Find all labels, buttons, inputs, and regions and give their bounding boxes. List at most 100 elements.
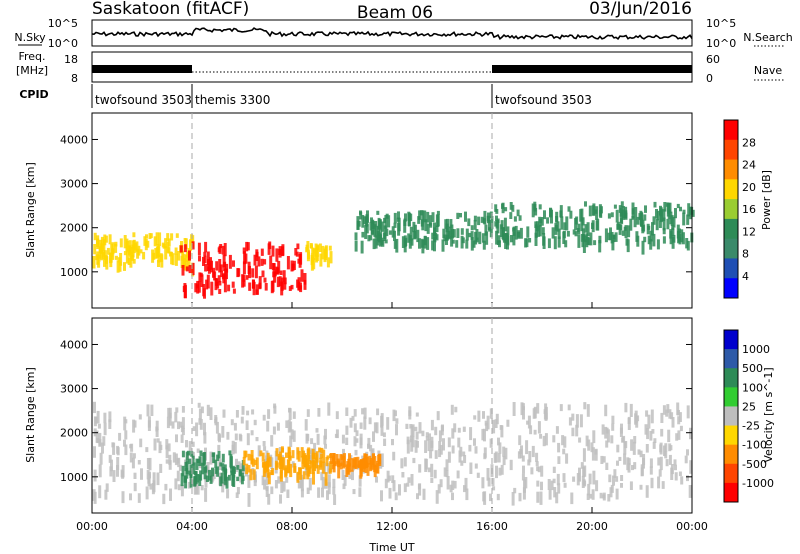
scatter-pixel	[108, 411, 112, 423]
scatter-pixel	[287, 419, 291, 433]
scatter-pixel	[147, 420, 151, 431]
scatter-pixel	[451, 428, 455, 439]
scatter-pixel	[450, 404, 454, 415]
scatter-pixel	[519, 227, 523, 239]
scatter-pixel	[592, 470, 596, 485]
scatter-pixel	[181, 465, 185, 477]
scatter-pixel	[386, 417, 390, 430]
scatter-pixel	[116, 457, 120, 470]
scatter-pixel	[532, 408, 536, 419]
scatter-pixel	[112, 442, 116, 455]
scatter-pixel	[438, 430, 442, 442]
scatter-pixel	[438, 441, 442, 451]
scatter-pixel	[230, 467, 234, 473]
scatter-pixel	[580, 219, 584, 232]
colorbar-segment	[724, 330, 738, 350]
scatter-pixel	[177, 484, 181, 491]
scatter-pixel	[376, 235, 380, 246]
scatter-pixel	[439, 445, 443, 455]
scatter-pixel	[266, 469, 270, 478]
scatter-pixel	[423, 235, 427, 246]
scatter-pixel	[524, 477, 528, 489]
scatter-pixel	[209, 475, 213, 484]
scatter-pixel	[470, 231, 474, 240]
scatter-pixel	[341, 434, 345, 444]
scatter-pixel	[226, 489, 230, 499]
scatter-pixel	[273, 405, 277, 414]
scatter-pixel	[199, 470, 203, 481]
scatter-pixel	[421, 430, 425, 437]
scatter-pixel	[567, 206, 571, 212]
scatter-pixel	[104, 255, 108, 264]
scatter-pixel	[131, 240, 135, 250]
scatter-pixel	[137, 493, 141, 503]
scatter-pixel	[547, 238, 551, 249]
scatter-pixel	[506, 238, 509, 250]
scatter-pixel	[509, 212, 513, 219]
scatter-pixel	[317, 408, 321, 417]
scatter-pixel	[616, 444, 620, 453]
scatter-pixel	[359, 422, 363, 429]
scatter-pixel	[641, 240, 645, 255]
scatter-pixel	[282, 270, 286, 283]
scatter-pixel	[428, 215, 432, 226]
scatter-pixel	[287, 451, 291, 458]
scatter-pixel	[647, 235, 651, 245]
scatter-pixel	[446, 218, 449, 228]
scatter-pixel	[473, 219, 477, 230]
scatter-pixel	[282, 457, 286, 471]
scatter-pixel	[352, 489, 356, 495]
colorbar-segment	[724, 278, 738, 299]
scatter-pixel	[359, 465, 363, 479]
scatter-pixel	[535, 452, 539, 462]
colorbar-segment	[724, 368, 738, 388]
scatter-pixel	[189, 474, 193, 488]
y-tick-label: 2000	[60, 222, 88, 235]
scatter-pixel	[232, 467, 236, 474]
scatter-pixel	[246, 433, 250, 446]
scatter-pixel	[363, 416, 367, 430]
scatter-pixel	[152, 480, 156, 493]
scatter-pixel	[300, 488, 304, 498]
scatter-pixel	[296, 243, 300, 250]
scatter-pixel	[604, 404, 608, 417]
scatter-pixel	[185, 451, 189, 461]
scatter-pixel	[403, 483, 407, 493]
scatter-pixel	[421, 222, 425, 231]
scatter-pixel	[667, 429, 671, 443]
scatter-pixel	[236, 476, 240, 482]
scatter-pixel	[251, 268, 255, 278]
scatter-pixel	[217, 275, 221, 283]
scatter-pixel	[395, 424, 398, 436]
scatter-pixel	[494, 451, 498, 463]
scatter-pixel	[593, 240, 597, 246]
scatter-pixel	[652, 233, 656, 247]
scatter-pixel	[580, 234, 584, 242]
scatter-pixel	[191, 262, 195, 276]
scatter-pixel	[145, 234, 148, 239]
scatter-pixel	[156, 438, 160, 443]
scatter-pixel	[660, 412, 664, 423]
scatter-pixel	[568, 417, 572, 426]
scatter-pixel	[358, 487, 362, 497]
scatter-pixel	[447, 451, 451, 463]
scatter-pixel	[661, 481, 665, 489]
scatter-pixel	[527, 415, 531, 429]
scatter-pixel	[313, 461, 316, 472]
scatter-pixel	[450, 236, 454, 247]
scatter-pixel	[99, 452, 103, 465]
scatter-pixel	[555, 426, 559, 434]
scatter-pixel	[156, 244, 160, 257]
scatter-pixel	[436, 210, 440, 215]
scatter-pixel	[185, 440, 188, 448]
freq-label-line2: [MHz]	[16, 64, 48, 77]
scatter-pixel	[498, 240, 501, 248]
scatter-pixel	[191, 441, 195, 447]
scatter-pixel	[188, 441, 192, 451]
scatter-pixel	[233, 422, 237, 431]
scatter-pixel	[150, 404, 154, 416]
scatter-pixel	[342, 483, 346, 490]
scatter-pixel	[653, 438, 657, 443]
scatter-pixel	[360, 459, 363, 471]
scatter-pixel	[175, 407, 179, 413]
